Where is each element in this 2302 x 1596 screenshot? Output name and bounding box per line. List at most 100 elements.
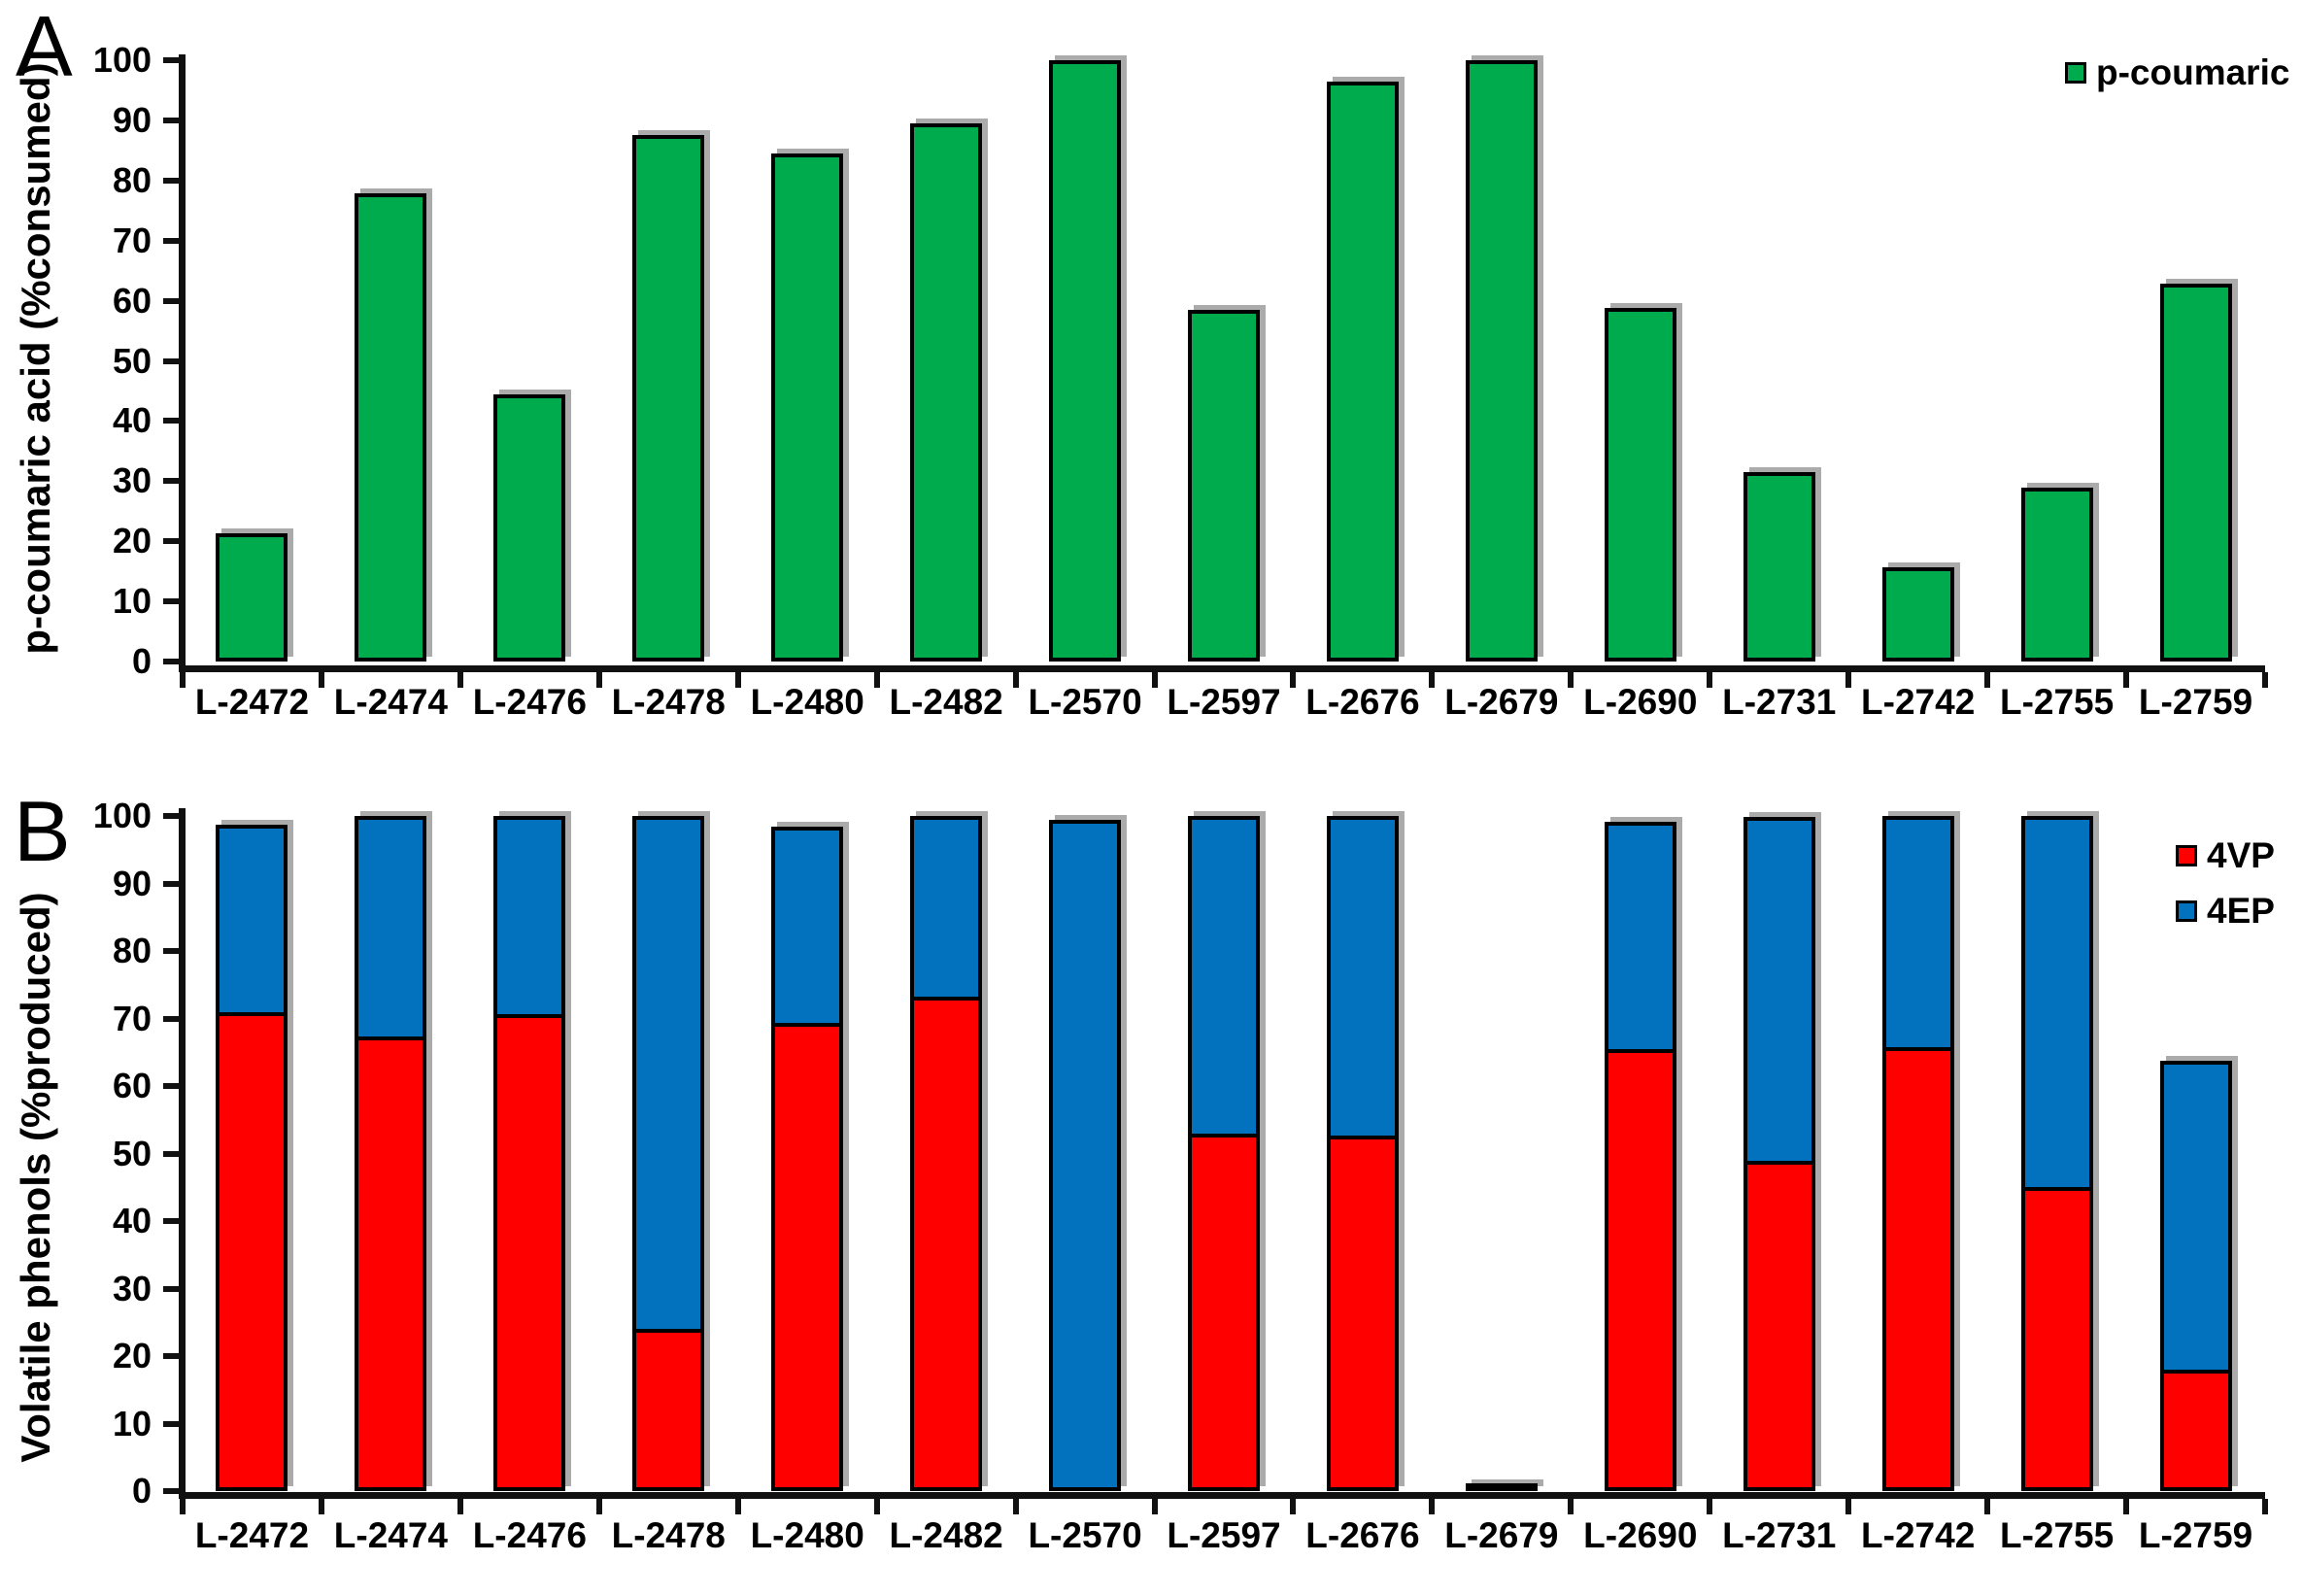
x-category-label-L-2759: L-2759 [2138, 682, 2253, 722]
segment-4vp-L-2676 [1326, 1136, 1399, 1491]
x-category-label-L-2755: L-2755 [1999, 1515, 2115, 1555]
bar-L-2676 [1326, 81, 1399, 662]
y-axis-tick-20 [163, 1353, 179, 1359]
x-category-label-L-2755: L-2755 [1999, 682, 2115, 722]
segment-4vp-L-2474 [355, 1036, 427, 1491]
stacked-bar-L-2482 [910, 816, 983, 1491]
y-axis-tick-label-90: 90 [112, 863, 152, 903]
y-axis-tick-90 [163, 880, 179, 887]
y-axis-tick-100 [163, 57, 179, 63]
x-category-label-L-2570: L-2570 [1028, 1515, 1142, 1555]
segment-4vp-L-2679 [1465, 1483, 1538, 1491]
y-axis-tick-label-40: 40 [112, 1201, 152, 1240]
x-axis-tick [1290, 672, 1297, 688]
x-axis-tick [180, 1499, 186, 1514]
x-category-label-L-2478: L-2478 [611, 1515, 726, 1555]
x-category-label-L-2476: L-2476 [472, 1515, 587, 1555]
segment-4ep-L-2480 [771, 827, 844, 1024]
segment-4vp-L-2759 [2159, 1369, 2232, 1491]
panel-b-letter: B [14, 783, 71, 879]
stacked-bar-L-2679 [1465, 1483, 1538, 1491]
y-axis-tick-label-10: 10 [112, 1403, 152, 1443]
y-axis-tick-40 [163, 418, 179, 424]
x-axis-tick [1290, 1499, 1297, 1514]
bar-L-2759 [2159, 283, 2232, 662]
stacked-bar-L-2742 [1881, 816, 1954, 1491]
y-axis-tick-label-80: 80 [112, 931, 152, 970]
x-category-label-L-2742: L-2742 [1861, 682, 1976, 722]
x-axis-tick [2262, 672, 2268, 688]
x-category-label-L-2478: L-2478 [611, 682, 726, 722]
y-axis-tick-label-20: 20 [112, 521, 152, 561]
segment-4ep-L-2476 [493, 816, 566, 1014]
panel-b-plot-area [183, 816, 2265, 1491]
y-axis-tick-70 [163, 1015, 179, 1022]
y-axis-tick-10 [163, 598, 179, 605]
y-axis-tick-label-80: 80 [112, 159, 152, 200]
y-axis-tick-label-0: 0 [131, 1471, 152, 1511]
segment-4vp-L-2476 [493, 1013, 566, 1491]
legend-label-4ep: 4EP [2207, 891, 2275, 931]
x-category-label-L-2472: L-2472 [194, 1515, 310, 1555]
stacked-bar-L-2690 [1604, 821, 1676, 1491]
x-axis-tick [2123, 1499, 2130, 1514]
panel-a-x-axis-line [179, 665, 2265, 672]
x-axis-tick [1984, 672, 1991, 688]
bar-L-2480 [771, 153, 844, 662]
y-axis-tick-40 [163, 1218, 179, 1224]
x-axis-tick [734, 672, 741, 688]
y-axis-tick-0 [163, 659, 179, 664]
x-axis-tick [1845, 1499, 1852, 1514]
x-axis-tick [1429, 1499, 1436, 1514]
bar-L-2742 [1881, 567, 1954, 662]
legend-item-4ep: 4EP [2176, 893, 2275, 929]
legend-swatch-4ep [2176, 900, 2197, 922]
legend-label-p-coumaric: p-coumaric [2096, 52, 2290, 92]
x-axis-tick [457, 1499, 463, 1514]
x-axis-tick [1012, 672, 1019, 688]
x-category-label-L-2679: L-2679 [1444, 1515, 1559, 1555]
y-axis-tick-label-90: 90 [112, 99, 152, 140]
x-category-label-L-2731: L-2731 [1722, 682, 1837, 722]
x-category-label-L-2597: L-2597 [1167, 682, 1281, 722]
y-axis-tick-label-50: 50 [112, 1133, 152, 1173]
x-category-label-L-2480: L-2480 [750, 1515, 864, 1555]
y-axis-tick-label-30: 30 [112, 460, 152, 501]
y-axis-tick-70 [163, 237, 179, 244]
bar-L-2755 [2020, 487, 2093, 662]
y-axis-tick-20 [163, 538, 179, 545]
stacked-bar-L-2597 [1188, 816, 1260, 1491]
bar-L-2679 [1465, 60, 1538, 662]
x-category-label-L-2472: L-2472 [194, 682, 310, 722]
x-category-label-L-2482: L-2482 [889, 682, 1003, 722]
y-axis-tick-60 [163, 1083, 179, 1089]
panel-b-y-ticks [161, 813, 179, 1494]
panel-b-x-ticks [180, 1499, 2268, 1516]
segment-4ep-L-2472 [216, 825, 288, 1012]
panel-a-y-axis-line [179, 54, 186, 672]
segment-4ep-L-2731 [1743, 817, 1815, 1162]
x-axis-tick [1012, 1499, 1019, 1514]
x-axis-tick [734, 1499, 741, 1514]
x-category-label-L-2731: L-2731 [1722, 1515, 1837, 1555]
x-category-label-L-2570: L-2570 [1028, 682, 1142, 722]
y-axis-tick-0 [163, 1488, 179, 1494]
x-category-label-L-2676: L-2676 [1305, 682, 1420, 722]
x-axis-tick [1151, 672, 1158, 688]
segment-4ep-L-2474 [355, 816, 427, 1037]
y-axis-tick-label-70: 70 [112, 998, 152, 1038]
y-axis-tick-60 [163, 297, 179, 304]
stacked-bar-L-2480 [771, 827, 844, 1491]
stacked-bar-L-2476 [493, 816, 566, 1491]
panel-b-x-category-labels: L-2472 L-2474 L-2476 L-2478 L-2480 L-2482 L-25… [183, 1515, 2265, 1564]
segment-4vp-L-2690 [1604, 1048, 1676, 1491]
x-category-label-L-2597: L-2597 [1167, 1515, 1281, 1555]
y-axis-tick-label-60: 60 [112, 1066, 152, 1105]
y-axis-tick-50 [163, 1150, 179, 1157]
panel-b-y-tick-labels: 0 10 20 30 40 50 60 70 80 90 100 [49, 797, 152, 1511]
segment-4vp-L-2478 [632, 1329, 705, 1491]
x-axis-tick [1568, 1499, 1574, 1514]
x-category-label-L-2679: L-2679 [1444, 682, 1559, 722]
panel-a-x-ticks [180, 672, 2268, 690]
